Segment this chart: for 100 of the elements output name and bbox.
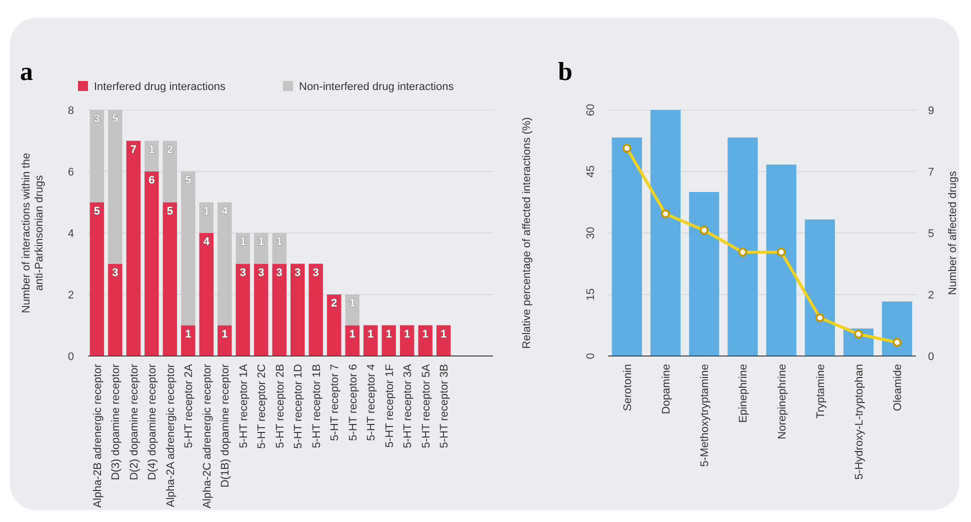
data-label: 1: [258, 236, 264, 248]
bar: [236, 233, 250, 264]
bar: [882, 301, 912, 356]
bar: [728, 137, 758, 356]
y-axis-title: Relative percentage of affected interactions (%): [521, 117, 533, 349]
y-tick-label: 6: [68, 166, 74, 178]
y2-tick-label: 5: [928, 228, 934, 240]
x-tick-label: 5-HT receptor 1B: [310, 364, 323, 448]
x-tick-label: D(4) dopamine receptor: [146, 364, 159, 480]
bar: [108, 264, 122, 356]
x-tick-label: 5-HT receptor 6: [347, 364, 360, 441]
bar: [382, 325, 396, 356]
x-tick-label: 5-HT receptor 1D: [292, 364, 305, 449]
x-tick-label: Serotonin: [622, 364, 634, 412]
bar: [162, 202, 178, 356]
bar: [218, 202, 232, 326]
data-label: 4: [203, 236, 210, 248]
bar: [308, 264, 323, 356]
bar: [326, 294, 342, 356]
data-label: 1: [240, 236, 246, 248]
x-tick-label: Epinephrine: [738, 364, 750, 423]
y-tick-label: 0: [68, 350, 74, 363]
x-tick-label: Tryptamine: [814, 364, 827, 419]
bar: [162, 140, 178, 202]
bar: [766, 164, 796, 356]
bar: [90, 110, 104, 202]
x-tick-label: Alpha-2A adrenergic receptor: [164, 364, 177, 508]
data-label: 1: [422, 328, 428, 340]
data-label: 1: [349, 298, 356, 310]
x-tick-label: Dopamine: [660, 364, 673, 414]
data-label: 3: [258, 266, 264, 279]
data-label: 1: [349, 328, 356, 340]
bar: [126, 140, 141, 356]
bar: [290, 264, 305, 356]
x-tick-label: 5-HT receptor 3A: [402, 363, 414, 448]
y-tick-label: 4: [68, 228, 74, 240]
bar: [90, 202, 104, 356]
y2-tick-label: 9: [928, 104, 934, 117]
y2-tick-label: 7: [928, 166, 934, 178]
data-label: 3: [312, 266, 319, 279]
data-label: 7: [130, 144, 136, 156]
data-label: 2: [331, 298, 338, 310]
x-tick-label: Norepinephrine: [776, 364, 788, 440]
x-tick-label: Alpha-2C adrenergic receptor: [201, 364, 214, 508]
bar: [144, 172, 159, 356]
data-label: 6: [148, 174, 155, 186]
bar: [418, 325, 432, 356]
x-tick-label: 5-HT receptor 4: [366, 364, 378, 441]
bar: [199, 202, 214, 233]
bar: [254, 264, 268, 356]
y2-tick-label: 0: [928, 350, 934, 363]
y-tick-label: 60: [585, 104, 597, 116]
x-tick-label: 5-HT receptor 2B: [274, 364, 286, 448]
data-label: 1: [148, 144, 155, 156]
bar: [236, 264, 250, 356]
data-label: 4: [222, 205, 229, 218]
data-label: 1: [386, 328, 392, 340]
y2-axis-title: Number of affected drugs: [947, 170, 959, 295]
data-label: 1: [440, 328, 447, 340]
x-tick-label: Alpha-2B adrenergic receptor: [92, 364, 104, 508]
data-label: 2: [166, 144, 173, 156]
bar: [612, 137, 642, 356]
data-label: 3: [294, 266, 301, 279]
y-tick-label: 30: [585, 226, 597, 240]
bar: [650, 110, 681, 356]
data-label: 1: [404, 328, 410, 340]
chart-title: b: [558, 57, 572, 86]
y-tick-label: 15: [585, 288, 597, 301]
data-label: 5: [112, 113, 118, 125]
data-label: 5: [94, 205, 100, 218]
bar: [272, 233, 286, 264]
data-label: 3: [240, 266, 246, 279]
y2-tick-label: 2: [928, 289, 934, 302]
bar: [218, 325, 232, 356]
data-label: 1: [185, 328, 192, 340]
legend-label: Non-interfered drug interactions: [299, 81, 454, 93]
x-tick-label: Oleamide: [892, 364, 904, 412]
x-tick-label: 5-Hydroxy-L-tryptophan: [853, 364, 866, 480]
x-tick-label: 5-HT receptor 2C: [256, 364, 268, 449]
bar: [804, 219, 835, 356]
x-tick-label: 5-HT receptor 7: [329, 364, 342, 441]
data-label: 1: [276, 236, 282, 248]
legend-label: Interfered drug interactions: [94, 81, 226, 93]
bar: [108, 110, 122, 264]
x-tick-label: 5-HT receptor 2A: [183, 363, 196, 448]
data-label: 3: [94, 113, 100, 125]
y-axis-title: Number of interactions within the anti-Parkinsonian drugs: [20, 152, 46, 314]
bar: [181, 172, 196, 326]
bar: [254, 233, 268, 264]
x-tick-label: 5-HT receptor 1F: [384, 364, 396, 448]
data-label: 3: [276, 266, 282, 279]
chart-title: a: [20, 57, 33, 86]
data-label: 5: [166, 205, 173, 218]
y-tick-label: 45: [585, 165, 597, 178]
data-label: 1: [203, 205, 210, 218]
bar: [181, 325, 196, 356]
y-tick-label: 2: [68, 289, 74, 302]
bar: [272, 264, 286, 356]
x-tick-label: 5-HT receptor 5A: [420, 363, 432, 448]
x-tick-label: D(1B) dopamine receptor: [220, 364, 232, 488]
